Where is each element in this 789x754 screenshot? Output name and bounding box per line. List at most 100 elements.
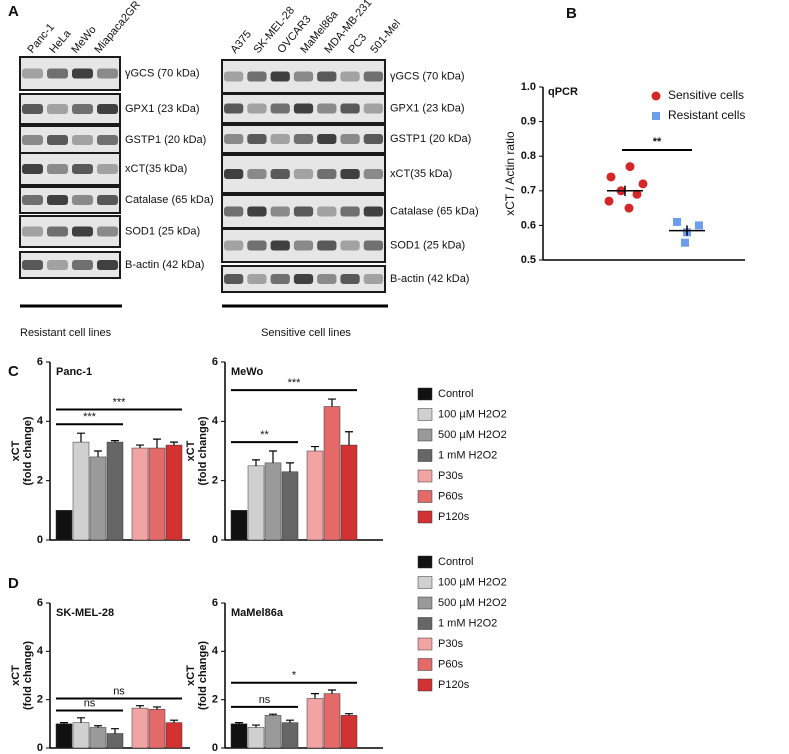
bar [323, 406, 341, 541]
point [606, 172, 616, 182]
blot-band [22, 68, 43, 79]
blot-band [224, 240, 244, 251]
bar [55, 723, 73, 749]
point [604, 196, 614, 206]
blot-band [97, 195, 118, 205]
chart-title: MaMel86a [231, 607, 284, 619]
blot-band [270, 169, 290, 179]
blot-band [270, 103, 290, 114]
bar [281, 722, 299, 749]
blot-band [224, 103, 244, 114]
protein-label: GSTP1 (20 kDa) [390, 133, 471, 145]
blot-band [340, 71, 360, 82]
y-axis-label: xCT / Actin ratio [503, 131, 517, 216]
legend-swatch [417, 576, 433, 589]
error-bar [252, 459, 260, 466]
blot-band [270, 240, 290, 251]
blot-band [270, 134, 290, 144]
y-tick-label: 0 [37, 742, 43, 754]
error-bar [328, 689, 336, 694]
significance-label: *** [83, 411, 97, 423]
legend-label: P120s [438, 679, 470, 691]
error-bar [94, 450, 102, 457]
bar [247, 727, 265, 749]
error-bar [77, 432, 85, 443]
error-bar [311, 693, 319, 699]
protein-label: GPX1 (23 kDa) [125, 103, 200, 115]
blot-band [224, 134, 244, 144]
blot-band [317, 103, 337, 114]
error-bar [235, 722, 243, 724]
blot-band [270, 274, 290, 284]
blot-band [293, 134, 314, 144]
legend-swatch [417, 387, 433, 401]
y-tick-label: 2 [37, 475, 43, 487]
error-bar [286, 462, 294, 472]
bar [72, 441, 90, 541]
blot-band [224, 274, 244, 284]
blot-band [47, 195, 68, 205]
error-bar [111, 728, 119, 734]
blot-band [22, 164, 43, 174]
blot-band [340, 134, 360, 144]
point [625, 162, 635, 172]
legend-swatch [417, 490, 433, 503]
bar [106, 441, 124, 541]
blot-band [317, 169, 337, 179]
blot-band [97, 164, 118, 174]
blot-band [293, 169, 314, 179]
protein-label: xCT(35 kDa) [390, 168, 452, 180]
y-tick-label: 0.5 [521, 254, 536, 266]
bar [281, 471, 299, 541]
panel-label: D [8, 575, 19, 592]
y-axis-label: xCT [185, 665, 197, 686]
significance-label: ns [84, 697, 96, 709]
y-tick-label: 2 [212, 475, 218, 487]
bar [148, 709, 166, 749]
lane-label: PC3 [346, 32, 369, 56]
blot-strip [19, 56, 121, 91]
significance-label: ** [653, 136, 662, 148]
significance-label: * [292, 670, 297, 682]
error-bar [77, 717, 85, 723]
protein-label: GSTP1 (20 kDa) [125, 134, 206, 146]
y-axis-label: (fold change) [197, 641, 209, 710]
y-axis-label: xCT [185, 440, 197, 461]
blot-band [22, 195, 43, 205]
point [632, 189, 642, 199]
y-tick-label: 0 [212, 534, 218, 546]
error-bar [136, 705, 144, 709]
legend-swatch [652, 112, 660, 120]
legend-label: P60s [438, 658, 464, 670]
protein-label: γGCS (70 kDa) [125, 67, 200, 79]
bar [165, 722, 183, 749]
panel-label: A [8, 3, 19, 20]
legend-label: 500 µM H2O2 [438, 429, 507, 441]
blot-band [97, 68, 118, 79]
blot-band [22, 104, 43, 114]
y-tick-label: 0.7 [521, 185, 536, 197]
protein-label: GPX1 (23 kDa) [390, 102, 465, 114]
panel-label: B [566, 5, 577, 22]
blot-band [293, 103, 314, 114]
y-tick-label: 2 [212, 694, 218, 706]
significance-label: ns [259, 694, 271, 706]
blot-band [363, 169, 383, 179]
bar [89, 456, 107, 541]
legend-swatch [417, 555, 433, 569]
blot-band [247, 71, 267, 82]
blot-band [47, 164, 68, 174]
blot-band [363, 206, 383, 217]
legend-label: 100 µM H2O2 [438, 408, 507, 420]
point [638, 179, 648, 189]
blot-band [22, 260, 43, 270]
error-bar [153, 438, 161, 449]
legend-label: P60s [438, 490, 464, 502]
blot-band [293, 240, 314, 251]
error-bar [286, 719, 294, 723]
legend-label: Resistant cells [668, 108, 745, 122]
bar [106, 733, 124, 749]
bar [264, 715, 282, 749]
significance-label: ns [113, 685, 125, 697]
